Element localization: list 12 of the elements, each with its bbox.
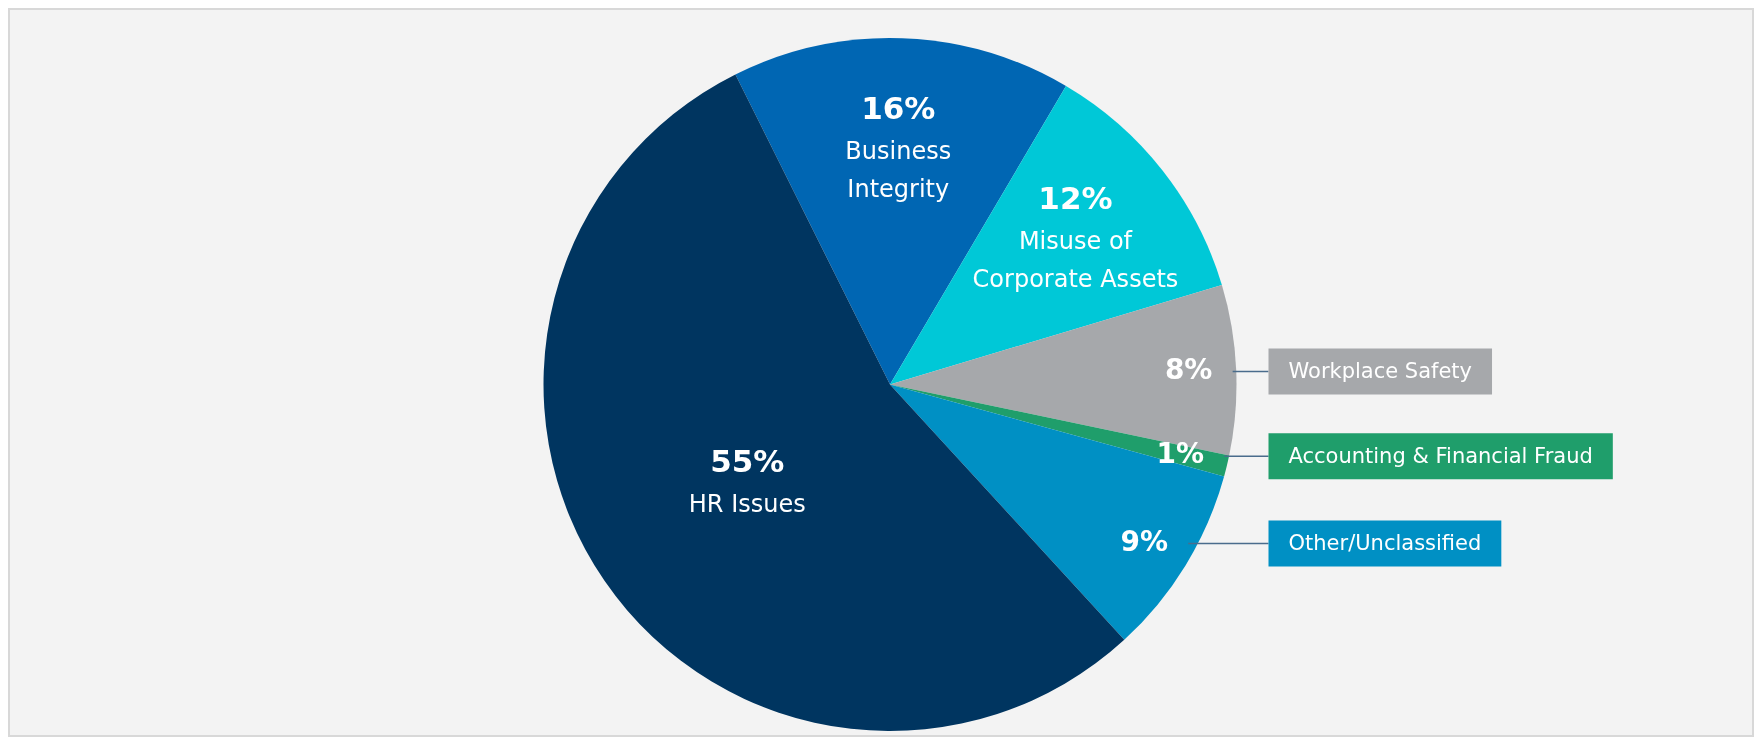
slice-label: Workplace Safety bbox=[1288, 358, 1473, 383]
slice-label: HR Issues bbox=[688, 489, 806, 518]
data-label: 1% bbox=[1156, 437, 1205, 471]
slice-label: Other/Unclassified bbox=[1288, 530, 1482, 555]
slice-label: Business Integrity bbox=[845, 137, 952, 204]
data-label: 16% bbox=[861, 90, 936, 127]
slice-label: Accounting & Financial Fraud bbox=[1288, 443, 1593, 468]
data-label: 9% bbox=[1120, 524, 1168, 558]
slice-label: Misuse of Corporate Assets bbox=[972, 227, 1179, 294]
data-label: 55% bbox=[710, 442, 785, 479]
data-label: 8% bbox=[1164, 352, 1213, 386]
data-label: 12% bbox=[1038, 180, 1113, 217]
